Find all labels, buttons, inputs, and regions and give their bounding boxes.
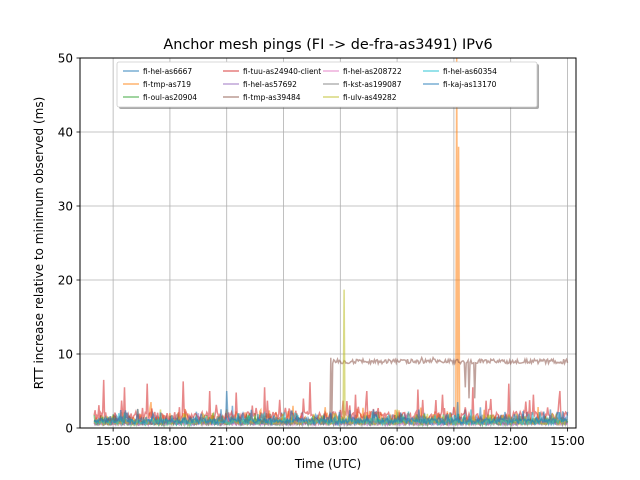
y-axis-ticks: 0 10 20 30 40 50 [58,52,80,436]
legend-label: fi-hel-as208722 [343,67,402,76]
legend-label: fi-hel-as60354 [443,67,497,76]
x-tick-label: 03:00 [323,434,358,448]
y-tick-label: 30 [58,200,73,214]
series-line-fi-kaj-as13170 [94,390,569,427]
legend-label: fi-tuu-as24940-client [243,67,321,76]
legend-label: fi-hel-as57692 [243,80,297,89]
x-tick-label: 06:00 [380,434,415,448]
legend-label: fi-tmp-as719 [143,80,191,89]
x-tick-label: 15:00 [550,434,585,448]
x-axis-ticks: 15:00 18:00 21:00 00:00 03:00 06:00 09:00 12:00… [96,428,585,448]
legend-label: fi-kaj-as13170 [443,80,497,89]
legend-label: fi-ulv-as49282 [343,93,397,102]
legend-label: fi-hel-as6667 [143,67,192,76]
x-tick-label: 21:00 [209,434,244,448]
x-tick-label: 12:00 [493,434,528,448]
legend-label: fi-kst-as199087 [343,80,402,89]
y-tick-label: 10 [58,348,73,362]
x-axis-label: Time (UTC) [294,457,361,471]
legend-label: fi-oul-as20904 [143,93,197,102]
y-tick-label: 0 [65,422,73,436]
x-tick-label: 09:00 [437,434,472,448]
chart-title: Anchor mesh pings (FI -> de-fra-as3491) … [163,37,492,53]
x-tick-label: 15:00 [96,434,131,448]
x-tick-label: 18:00 [153,434,188,448]
y-tick-label: 50 [58,52,73,66]
legend-label: fi-tmp-as39484 [243,93,301,102]
grid-lines [80,57,576,429]
y-axis-label: RTT increase relative to minimum observe… [32,97,46,390]
y-tick-label: 40 [58,126,73,140]
plot-frame [79,57,577,429]
y-tick-label: 20 [58,274,73,288]
series-lines [93,57,569,428]
x-tick-label: 00:00 [266,434,301,448]
legend: fi-hel-as6667 fi-tmp-as719 fi-oul-as20904 f… [116,61,539,109]
